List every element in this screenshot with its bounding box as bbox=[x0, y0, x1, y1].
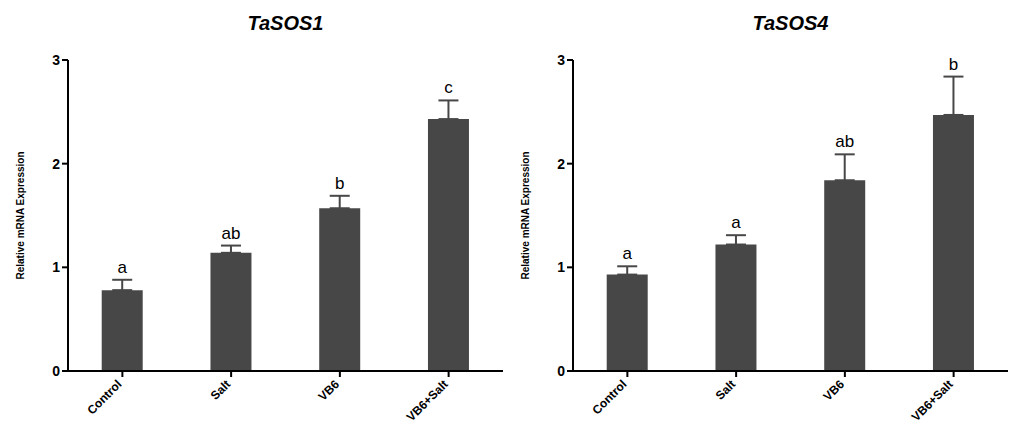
svg-text:VB6+Salt: VB6+Salt bbox=[404, 377, 451, 424]
svg-text:a: a bbox=[731, 213, 741, 232]
svg-text:b: b bbox=[335, 174, 344, 193]
svg-text:a: a bbox=[622, 244, 632, 263]
svg-text:ab: ab bbox=[835, 132, 854, 151]
svg-text:1: 1 bbox=[52, 259, 60, 275]
svg-text:Salt: Salt bbox=[208, 377, 233, 402]
svg-text:1: 1 bbox=[557, 259, 565, 275]
svg-text:3: 3 bbox=[557, 52, 565, 68]
svg-text:VB6: VB6 bbox=[821, 377, 848, 404]
html-text:TaSOS4: TaSOS4 bbox=[752, 12, 829, 34]
svg-text:b: b bbox=[949, 55, 958, 74]
svg-text:Control: Control bbox=[84, 377, 124, 417]
svg-text:VB6+Salt: VB6+Salt bbox=[909, 377, 956, 424]
svg-text:c: c bbox=[444, 78, 453, 97]
svg-text:Control: Control bbox=[589, 377, 629, 417]
svg-text:0: 0 bbox=[52, 363, 60, 379]
svg-text:ab: ab bbox=[222, 224, 241, 243]
svg-text:0: 0 bbox=[557, 363, 565, 379]
svg-text:a: a bbox=[117, 258, 127, 277]
svg-text:3: 3 bbox=[52, 52, 60, 68]
html-text:TaSOS1: TaSOS1 bbox=[247, 12, 324, 34]
svg-text:Salt: Salt bbox=[713, 377, 738, 402]
svg-text:VB6: VB6 bbox=[316, 377, 343, 404]
svg-text:2: 2 bbox=[557, 156, 565, 172]
svg-text:Relative mRNA Expression: Relative mRNA Expression bbox=[520, 151, 531, 279]
svg-text:Relative mRNA Expression: Relative mRNA Expression bbox=[15, 151, 26, 279]
svg-text:2: 2 bbox=[52, 156, 60, 172]
